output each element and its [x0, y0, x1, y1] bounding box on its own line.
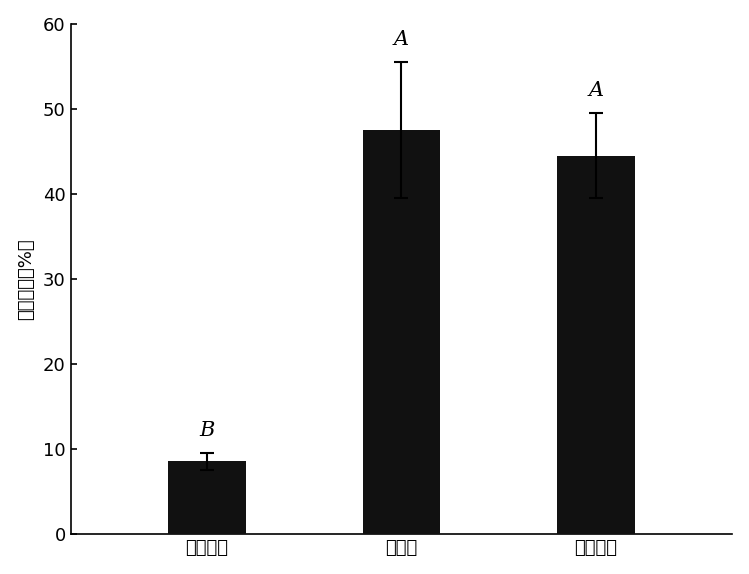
Text: A: A: [589, 82, 604, 100]
Text: B: B: [199, 421, 214, 440]
Bar: [557, 156, 635, 534]
Bar: [363, 130, 440, 534]
Y-axis label: 防治效果（%）: 防治效果（%）: [16, 238, 34, 320]
Text: A: A: [394, 30, 409, 49]
Bar: [168, 461, 246, 534]
